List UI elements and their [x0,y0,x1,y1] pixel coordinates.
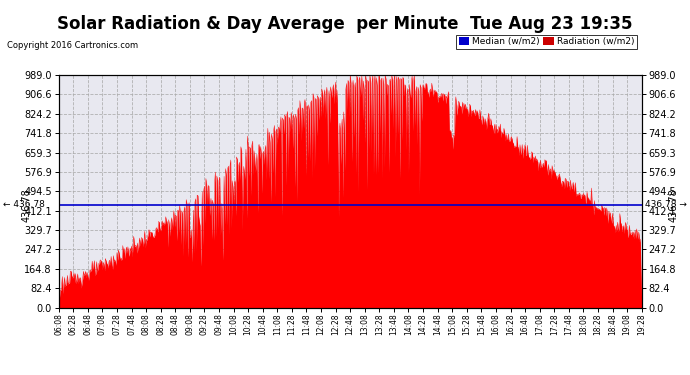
Text: Copyright 2016 Cartronics.com: Copyright 2016 Cartronics.com [7,41,138,50]
Text: ← 436.78: ← 436.78 [3,200,46,209]
Legend: Median (w/m2), Radiation (w/m2): Median (w/m2), Radiation (w/m2) [456,34,637,49]
Text: 436.78: 436.78 [669,188,679,222]
Text: 436.78: 436.78 [21,188,32,222]
Text: 436.78 →: 436.78 → [644,200,687,209]
Text: Solar Radiation & Day Average  per Minute  Tue Aug 23 19:35: Solar Radiation & Day Average per Minute… [57,15,633,33]
